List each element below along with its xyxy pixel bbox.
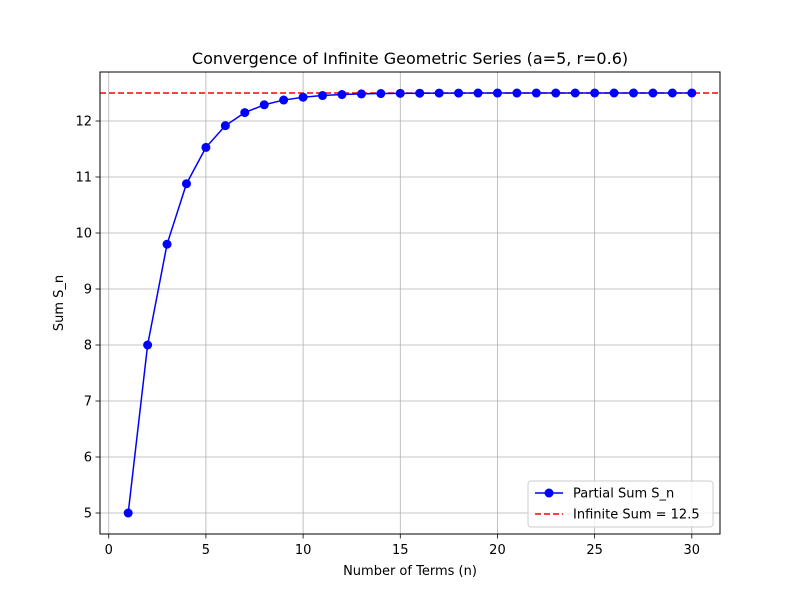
legend-partial-sum-label: Partial Sum S_n bbox=[573, 487, 674, 502]
y-tick-label: 5 bbox=[84, 507, 92, 522]
partial-sum-point bbox=[181, 179, 191, 189]
x-tick-label: 10 bbox=[295, 543, 312, 558]
y-tick-label: 11 bbox=[75, 171, 92, 186]
x-tick-label: 5 bbox=[202, 543, 210, 558]
partial-sum-point bbox=[629, 88, 639, 98]
partial-sum-point bbox=[512, 88, 522, 98]
partial-sum-point bbox=[220, 121, 230, 131]
x-axis-label: Number of Terms (n) bbox=[343, 564, 477, 579]
x-tick-label: 15 bbox=[392, 543, 409, 558]
y-tick-label: 9 bbox=[84, 283, 92, 298]
partial-sum-point bbox=[531, 88, 541, 98]
y-tick-label: 7 bbox=[84, 395, 92, 410]
partial-sum-point bbox=[609, 88, 619, 98]
x-tick-label: 30 bbox=[684, 543, 701, 558]
partial-sum-point bbox=[298, 92, 308, 102]
partial-sum-point bbox=[415, 88, 425, 98]
y-tick-label: 6 bbox=[84, 451, 92, 466]
y-tick-label: 12 bbox=[75, 115, 92, 130]
legend: Partial Sum S_n Infinite Sum = 12.5 bbox=[527, 480, 714, 528]
partial-sum-point bbox=[434, 88, 444, 98]
partial-sum-point bbox=[259, 100, 269, 110]
partial-sum-point bbox=[240, 108, 250, 118]
grid bbox=[100, 72, 720, 534]
partial-sum-point bbox=[648, 88, 658, 98]
partial-sum-point bbox=[318, 91, 328, 101]
partial-sum-point bbox=[667, 88, 677, 98]
partial-sum-point bbox=[570, 88, 580, 98]
plot-frame bbox=[99, 71, 721, 535]
partial-sum-point bbox=[473, 88, 483, 98]
partial-sum-point bbox=[143, 340, 153, 350]
partial-sum-point bbox=[687, 88, 697, 98]
series-layer bbox=[123, 88, 697, 518]
partial-sum-point bbox=[551, 88, 561, 98]
x-tick-label: 20 bbox=[489, 543, 506, 558]
y-axis-label: Sum S_n bbox=[52, 275, 67, 331]
x-tick-label: 25 bbox=[586, 543, 603, 558]
legend-box bbox=[527, 480, 714, 528]
partial-sum-point bbox=[201, 142, 211, 152]
legend-partial-sum-marker bbox=[544, 488, 554, 498]
partial-sum-point bbox=[162, 239, 172, 249]
partial-sum-point bbox=[492, 88, 502, 98]
partial-sum-point bbox=[395, 88, 405, 98]
y-tick-label: 8 bbox=[84, 339, 92, 354]
x-tick-label: 0 bbox=[105, 543, 113, 558]
partial-sum-point bbox=[454, 88, 464, 98]
partial-sum-point bbox=[356, 89, 366, 99]
partial-sum-point bbox=[337, 90, 347, 100]
partial-sum-point bbox=[590, 88, 600, 98]
chart-title: Convergence of Infinite Geometric Series… bbox=[192, 49, 628, 68]
legend-infinite-sum-label: Infinite Sum = 12.5 bbox=[573, 508, 700, 523]
partial-sum-point bbox=[123, 508, 133, 518]
partial-sum-point bbox=[376, 89, 386, 99]
y-tick-label: 10 bbox=[75, 227, 92, 242]
partial-sum-point bbox=[279, 95, 289, 105]
ticks: 0 5 10 15 20 25 30 5 6 7 8 9 10 11 12 bbox=[75, 115, 700, 559]
